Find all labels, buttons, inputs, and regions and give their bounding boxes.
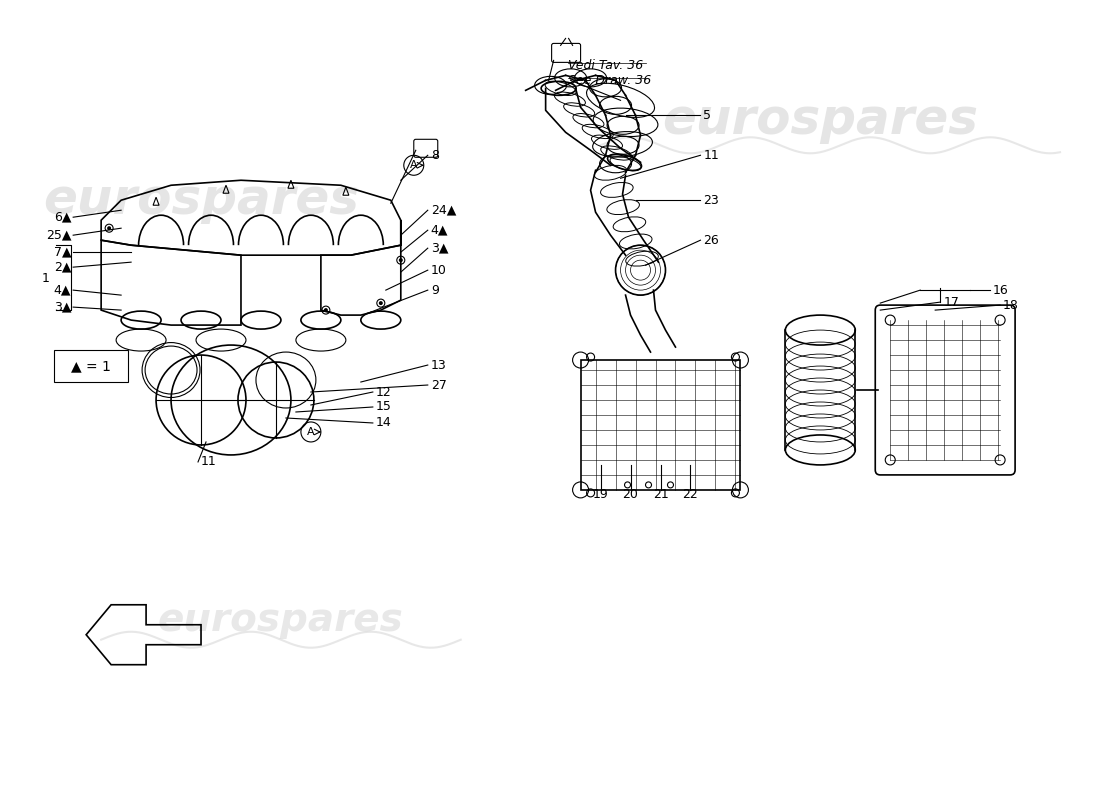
Text: 4▲: 4▲ [431, 224, 449, 237]
Text: 3▲: 3▲ [54, 301, 72, 314]
Circle shape [378, 301, 383, 305]
Text: 13: 13 [431, 358, 447, 371]
Text: 18: 18 [1003, 298, 1019, 312]
Text: ▲ = 1: ▲ = 1 [72, 359, 111, 373]
Text: A: A [307, 427, 315, 437]
Text: 16: 16 [993, 284, 1009, 297]
Text: 23: 23 [704, 194, 719, 206]
Circle shape [107, 226, 111, 230]
Circle shape [399, 258, 403, 262]
Text: 4▲: 4▲ [54, 284, 72, 297]
Text: 6▲: 6▲ [54, 210, 72, 224]
Text: eurospares: eurospares [158, 601, 404, 638]
Text: 21: 21 [652, 488, 669, 502]
Text: 7▲: 7▲ [54, 246, 72, 258]
Circle shape [323, 308, 328, 312]
Text: 5: 5 [704, 109, 712, 122]
Text: A: A [410, 160, 418, 170]
Text: 20: 20 [623, 488, 638, 502]
Text: 26: 26 [704, 234, 719, 246]
Text: 10: 10 [431, 264, 447, 277]
Text: 2▲: 2▲ [54, 261, 72, 274]
Text: 8: 8 [431, 149, 439, 162]
Text: Vedi Tav. 36: Vedi Tav. 36 [568, 59, 642, 72]
Text: eurospares: eurospares [43, 176, 359, 224]
Text: 1: 1 [42, 272, 50, 285]
Text: 15: 15 [376, 401, 392, 414]
Text: 27: 27 [431, 378, 447, 391]
Text: 3▲: 3▲ [431, 242, 449, 254]
Text: 22: 22 [683, 488, 698, 502]
Text: 9: 9 [431, 284, 439, 297]
Text: eurospares: eurospares [662, 96, 978, 144]
Text: 19: 19 [593, 488, 608, 502]
Text: 17: 17 [943, 296, 959, 309]
Text: See Draw. 36: See Draw. 36 [568, 74, 651, 87]
Text: 14: 14 [376, 417, 392, 430]
Text: 24▲: 24▲ [431, 204, 456, 217]
Text: 12: 12 [376, 386, 392, 398]
Text: 11: 11 [704, 149, 719, 162]
Text: 11: 11 [201, 455, 217, 469]
Text: 25▲: 25▲ [46, 229, 72, 242]
